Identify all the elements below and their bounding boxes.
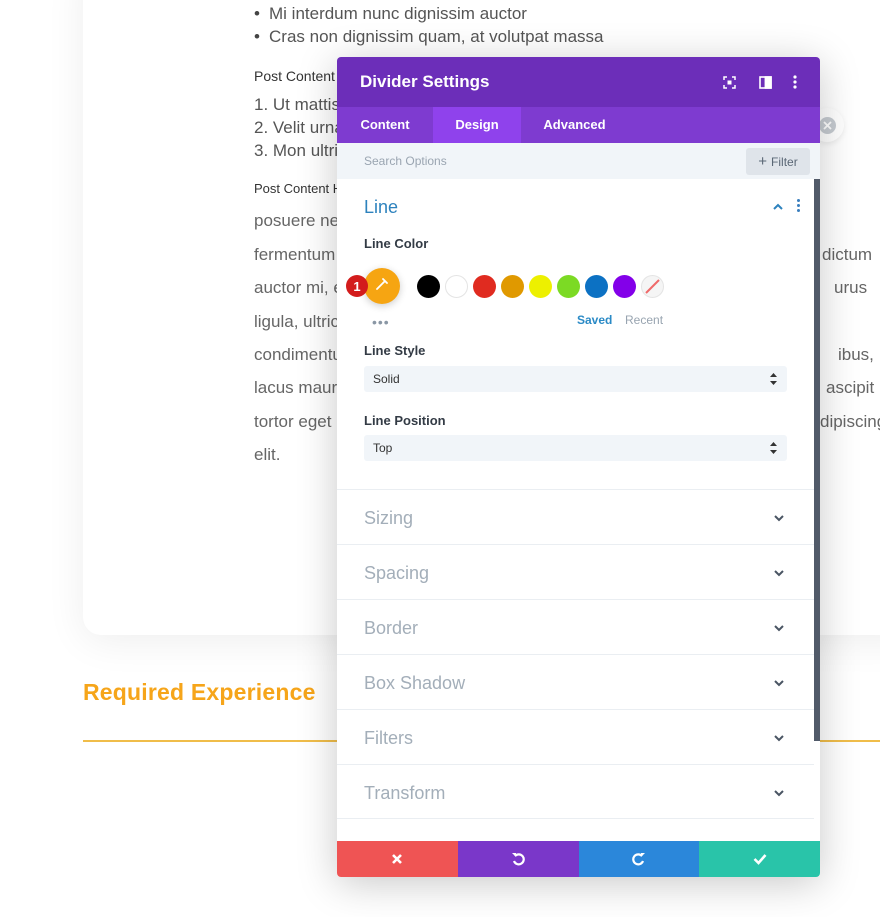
saved-colors-tab[interactable]: Saved [577, 313, 613, 327]
ordered-item: 1. Ut mattis [254, 95, 340, 114]
chevron-down-icon [774, 625, 784, 632]
close-icon [392, 854, 403, 864]
section-options-icon[interactable] [794, 199, 802, 215]
paragraph-line: ligula, ultric [254, 312, 340, 331]
paragraph-line-right: ibus, [838, 345, 874, 364]
search-bar: + Filter [337, 143, 820, 179]
line-style-value: Solid [373, 372, 400, 386]
swatch-none[interactable] [641, 275, 664, 298]
search-input[interactable] [337, 143, 737, 179]
line-style-select[interactable]: Solid [364, 366, 787, 392]
split-view-icon[interactable] [755, 72, 775, 92]
save-button[interactable] [699, 841, 820, 877]
paragraph-line: auctor mi, e [254, 278, 343, 297]
swatch-red[interactable] [473, 275, 496, 298]
section-sizing[interactable]: Sizing [337, 489, 814, 544]
swatch-yellow[interactable] [529, 275, 552, 298]
swatch-white[interactable] [445, 275, 468, 298]
modal-footer [337, 841, 820, 877]
chevron-down-icon [774, 570, 784, 577]
select-arrows-icon [770, 442, 777, 454]
line-position-label: Line Position [364, 413, 446, 428]
post-content-heading: Post Content [254, 68, 335, 84]
modal-title: Divider Settings [360, 72, 490, 91]
eyedropper-icon [374, 276, 390, 297]
discard-button[interactable] [337, 841, 458, 877]
section-label: Sizing [364, 508, 414, 528]
line-position-value: Top [373, 441, 393, 455]
scrollbar[interactable] [814, 179, 820, 741]
color-picker-button[interactable] [364, 268, 400, 304]
chevron-down-icon [774, 735, 784, 742]
section-box-shadow[interactable]: Box Shadow [337, 654, 814, 709]
more-options-icon[interactable] [785, 72, 805, 92]
bullet-item: Mi interdum nunc dignissim auctor [254, 4, 527, 24]
paragraph-line: fermentum [254, 245, 336, 264]
line-position-select[interactable]: Top [364, 435, 787, 461]
redo-button[interactable] [578, 841, 700, 877]
bullet-item: Cras non dignissim quam, at volutpat mas… [254, 27, 604, 47]
section-spacing[interactable]: Spacing [337, 544, 814, 599]
undo-button[interactable] [457, 841, 579, 877]
line-color-label: Line Color [364, 236, 429, 251]
fullscreen-icon[interactable] [719, 72, 739, 92]
recent-colors-tab[interactable]: Recent [625, 313, 664, 327]
divider-settings-modal: Divider Settings Content Design Advanced… [337, 57, 820, 877]
chevron-down-icon [774, 790, 784, 797]
paragraph-line: condimentu [254, 345, 342, 364]
filter-button[interactable]: + Filter [746, 148, 810, 175]
paragraph-line: tortor eget [254, 412, 332, 431]
paragraph-line: elit. [254, 445, 281, 464]
ordered-item: 2. Velit urna [254, 118, 344, 137]
section-filters[interactable]: Filters [337, 709, 814, 764]
modal-tabs: Content Design Advanced [337, 107, 820, 143]
chevron-up-icon[interactable] [771, 200, 785, 214]
tab-advanced[interactable]: Advanced [543, 117, 606, 132]
swatch-black[interactable] [417, 275, 440, 298]
section-label: Border [364, 618, 419, 638]
tab-content[interactable]: Content [360, 117, 410, 132]
section-label: Box Shadow [364, 673, 466, 693]
select-arrows-icon [770, 373, 777, 385]
swatch-purple[interactable] [613, 275, 636, 298]
paragraph-line-right: dipiscing [820, 412, 880, 431]
line-style-label: Line Style [364, 343, 426, 358]
section-transform[interactable]: Transform [337, 764, 814, 819]
paragraph-line-right: urus [834, 278, 868, 297]
swatch-orange[interactable] [501, 275, 524, 298]
swatch-blue[interactable] [585, 275, 608, 298]
modal-header: Divider Settings [337, 57, 820, 107]
section-border[interactable]: Border [337, 599, 814, 654]
plus-icon: + [758, 153, 768, 170]
paragraph-line-right: ascipit [826, 378, 875, 397]
filter-label: Filter [771, 154, 798, 169]
section-heading: Required Experience [83, 679, 316, 705]
chevron-down-icon [774, 515, 784, 522]
tab-design[interactable]: Design [433, 107, 521, 143]
swatch-green[interactable] [557, 275, 580, 298]
paragraph-line: lacus maur [254, 378, 338, 397]
section-title-line[interactable]: Line [364, 197, 399, 217]
section-label: Spacing [364, 563, 430, 583]
paragraph-line: posuere ne [254, 211, 340, 230]
paragraph-line-right: dictum [822, 245, 873, 264]
undo-icon [512, 853, 525, 866]
more-colors-icon[interactable]: ••• [372, 314, 390, 330]
close-icon [818, 116, 836, 134]
check-icon [753, 854, 767, 865]
section-label: Transform [364, 783, 446, 803]
post-content-heading: Post Content H [254, 181, 343, 196]
step-badge: 1 [346, 275, 368, 297]
ordered-item: 3. Mon ultric [254, 141, 347, 160]
section-label: Filters [364, 728, 413, 748]
chevron-down-icon [774, 680, 784, 687]
redo-icon [632, 853, 645, 866]
